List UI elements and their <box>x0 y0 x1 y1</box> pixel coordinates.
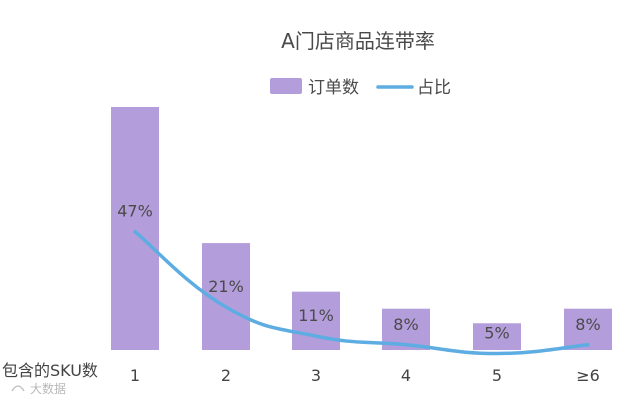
bar-5 <box>473 323 521 350</box>
legend-bar-swatch <box>270 78 302 94</box>
value-labels: 47% 21% 11% 8% 5% 8% <box>117 202 600 343</box>
ratio-line <box>133 229 590 356</box>
bar-1 <box>111 107 159 350</box>
x-tick-label: 1 <box>130 366 140 385</box>
watermark: 大数据 <box>11 381 66 396</box>
x-tick-label: 2 <box>221 366 231 385</box>
x-tick-label: ≥6 <box>576 366 600 385</box>
bar-series <box>111 107 612 350</box>
ratio-label-≥6: 8% <box>575 315 600 334</box>
ratio-label-3: 11% <box>298 306 334 325</box>
watermark-text: 大数据 <box>30 381 66 396</box>
x-tick-label: 3 <box>311 366 321 385</box>
x-axis-name: 包含的SKU数 <box>2 361 98 380</box>
legend-bar-label: 订单数 <box>308 78 359 98</box>
x-axis-ticks: 1 2 3 4 5 ≥6 <box>130 366 600 385</box>
watermark-logo-icon <box>11 385 25 392</box>
ratio-label-4: 8% <box>393 315 418 334</box>
legend: 订单数 占比 <box>270 78 451 98</box>
chart-title: A门店商品连带率 <box>281 29 435 53</box>
ratio-label-2: 21% <box>208 277 244 296</box>
x-tick-label: 5 <box>492 366 502 385</box>
x-tick-label: 4 <box>401 366 411 385</box>
legend-line-label: 占比 <box>417 78 451 98</box>
ratio-label-5: 5% <box>484 324 509 343</box>
ratio-label-1: 47% <box>117 202 153 221</box>
